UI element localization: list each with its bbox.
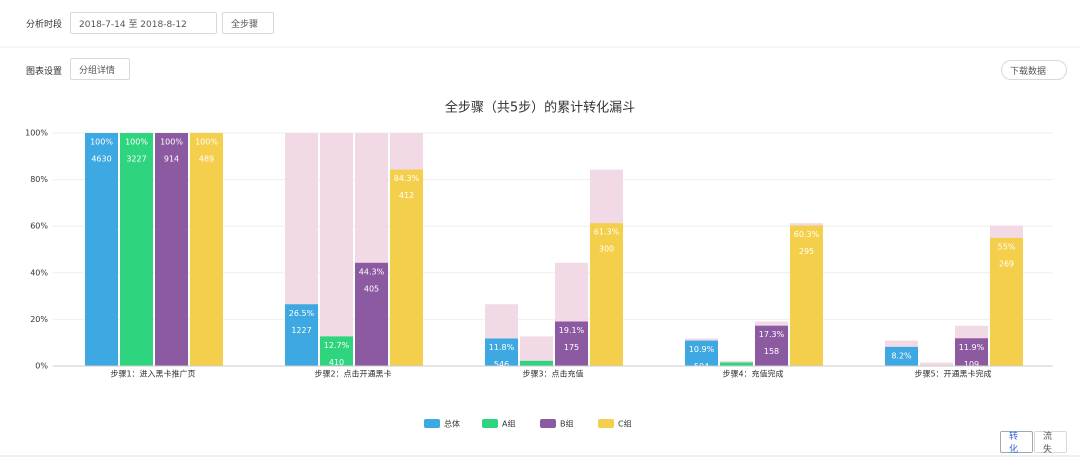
count-label: 4630 [91,155,111,164]
previous-step-bar [320,133,353,366]
download-button[interactable]: 下载数据 [1001,60,1067,80]
y-tick-label: 80% [30,175,48,184]
legend-swatch [598,419,614,428]
legend-swatch [540,419,556,428]
bar [555,321,588,366]
value-label: 11.9% [959,343,985,352]
step-select[interactable]: 全步骤 [222,12,274,34]
value-label: 17.3% [759,330,785,339]
value-label: 26.5% [289,309,315,318]
bar [155,133,188,366]
value-label: 84.3% [394,174,420,183]
value-label: 61.3% [594,228,620,237]
bar [190,133,223,366]
chart-settings-label: 图表设置 [26,67,63,77]
y-tick-label: 100% [25,129,48,138]
legend-label: 总体 [444,419,460,429]
bar [885,346,918,366]
count-label: 269 [999,259,1014,268]
y-tick-label: 20% [30,315,48,324]
count-label: 109 [964,360,979,369]
legend-label: C组 [618,419,632,429]
bar [320,336,353,366]
value-label: 19.1% [559,326,585,335]
value-label: 11.8% [489,343,515,352]
x-tick-label: 步骤1：进入黑卡推广页 [110,369,195,379]
bar [990,237,1023,366]
y-tick-label: 40% [30,268,48,277]
y-tick-label: 0% [35,362,48,371]
bar [685,340,718,366]
legend-swatch [424,419,440,428]
bar [755,325,788,366]
x-tick-label: 步骤2：点击开通黑卡 [314,369,391,379]
x-tick-label: 步骤4：充值完成 [722,369,783,379]
bar [355,262,388,366]
bar [790,225,823,366]
count-label: 546 [494,360,509,369]
bar [120,133,153,366]
group-select[interactable]: 分组详情 [70,58,130,80]
count-label: 158 [764,347,779,356]
tab-churn[interactable]: 流失 [1034,431,1067,455]
count-label: 412 [399,191,414,200]
value-label: 100% [125,138,148,147]
count-label: 410 [329,358,344,367]
value-label: 55% [998,242,1016,251]
legend-swatch [482,419,498,428]
count-label: 3227 [126,155,146,164]
x-tick-label: 步骤5：开通黑卡完成 [914,369,991,379]
value-label: 8.2% [891,351,912,360]
tab-conversion[interactable]: 转化 [1000,431,1033,455]
legend-label: B组 [560,419,574,429]
bar [520,360,553,366]
count-label: 914 [164,155,179,164]
count-label: 300 [599,245,614,254]
count-label: 405 [364,284,379,293]
count-label: 504 [694,362,709,371]
bar [285,304,318,366]
legend-label: A组 [502,419,515,429]
bar [955,338,988,366]
value-label: 12.7% [324,341,350,350]
count-label: 1227 [291,326,311,335]
x-tick-label: 步骤3：点击充值 [522,369,583,379]
previous-step-bar [920,362,953,366]
bar [85,133,118,366]
bar [485,338,518,366]
chart-title: 全步骤（共5步）的累计转化漏斗 [445,100,635,116]
bar [720,362,753,366]
value-label: 100% [195,138,218,147]
date-range-picker[interactable]: 2018-7-14 至 2018-8-12 [70,12,217,34]
count-label: 295 [799,247,814,256]
count-label: 489 [199,155,214,164]
value-label: 44.3% [359,267,385,276]
y-tick-label: 60% [30,222,48,231]
count-label: 175 [564,343,579,352]
value-label: 10.9% [689,345,715,354]
bar [390,169,423,366]
value-label: 60.3% [794,230,820,239]
bar [590,223,623,366]
value-label: 100% [90,138,113,147]
value-label: 100% [160,138,183,147]
period-label: 分析时段 [26,20,63,30]
